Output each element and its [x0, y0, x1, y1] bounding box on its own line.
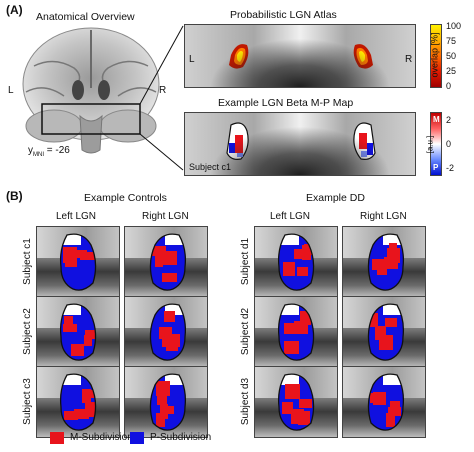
beta-subject-label: Subject c1 — [189, 162, 232, 172]
dd-title: Example DD — [306, 192, 365, 204]
controls-left-lgn-label: Left LGN — [56, 211, 97, 222]
atlas-colorbar-tick: 100 — [446, 21, 462, 31]
controls-title: Example Controls — [84, 192, 167, 204]
atlas-title: Probabilistic LGN Atlas — [230, 9, 337, 21]
atlas-colorbar-tick: 75 — [446, 36, 457, 46]
dd-r3-left-lgn-tile — [254, 366, 338, 438]
atlas-colorbar-tick: 25 — [446, 66, 457, 76]
dd-r1-right-lgn-tile — [342, 226, 426, 298]
beta-map-title: Example LGN Beta M-P Map — [218, 97, 354, 109]
panel-b-letter: (B) — [6, 189, 23, 203]
panel-a-letter: (A) — [6, 3, 23, 17]
dd-r3-right-lgn-tile — [342, 366, 426, 438]
p-subdivision-label: P-Subdivision — [150, 432, 212, 443]
control-subject-label: Subject c3 — [21, 378, 33, 425]
atlas-colorbar-label: overlap [%] — [429, 32, 440, 78]
zoom-connector-lines — [139, 25, 184, 171]
control-r3-right-lgn-tile — [124, 366, 208, 438]
controls-right-lgn-label: Right LGN — [142, 211, 189, 222]
control-r3-left-lgn-tile — [36, 366, 120, 438]
selection-box — [41, 103, 141, 135]
dd-subject-label: Subject d3 — [240, 377, 252, 426]
control-r1-left-lgn-tile — [36, 226, 120, 298]
brain-left-marker: L — [8, 85, 14, 96]
beta-colorbar-m-letter: M — [433, 115, 440, 124]
control-r2-right-lgn-tile — [124, 296, 208, 368]
dd-right-lgn-label: Right LGN — [360, 211, 407, 222]
beta-colorbar-tick: 0 — [446, 139, 452, 149]
y-mni-label: yMNI = -26 — [28, 145, 70, 159]
dd-left-lgn-label: Left LGN — [270, 211, 311, 222]
m-subdivision-label: M-Subdivision — [70, 432, 133, 443]
control-r2-left-lgn-tile — [36, 296, 120, 368]
coronal-brain-image — [22, 27, 160, 154]
dd-subject-label: Subject d2 — [240, 307, 252, 356]
atlas-colorbar-tick: 50 — [446, 51, 457, 61]
m-subdivision-swatch — [50, 432, 64, 444]
atlas-right-marker: R — [405, 54, 413, 65]
atlas-image: L R — [184, 24, 416, 88]
dd-r2-right-lgn-tile — [342, 296, 426, 368]
beta-colorbar — [430, 112, 442, 176]
atlas-left-marker: L — [189, 54, 195, 65]
beta-colorbar-tick: -2 — [446, 163, 455, 173]
brain-right-marker: R — [159, 85, 167, 96]
control-subject-label: Subject c1 — [21, 238, 33, 285]
dd-r2-left-lgn-tile — [254, 296, 338, 368]
dd-r1-left-lgn-tile — [254, 226, 338, 298]
beta-map-image: Subject c1 — [184, 112, 416, 176]
anatomical-overview-title: Anatomical Overview — [36, 11, 135, 23]
atlas-colorbar — [430, 24, 442, 88]
dd-subject-label: Subject d1 — [240, 237, 252, 286]
atlas-colorbar-tick: 0 — [446, 81, 452, 91]
beta-colorbar-label: [a.u.] — [425, 135, 435, 154]
beta-colorbar-p-letter: P — [433, 163, 439, 172]
beta-colorbar-tick: 2 — [446, 115, 452, 125]
control-r1-right-lgn-tile — [124, 226, 208, 298]
control-subject-label: Subject c2 — [21, 308, 33, 355]
p-subdivision-swatch — [130, 432, 144, 444]
